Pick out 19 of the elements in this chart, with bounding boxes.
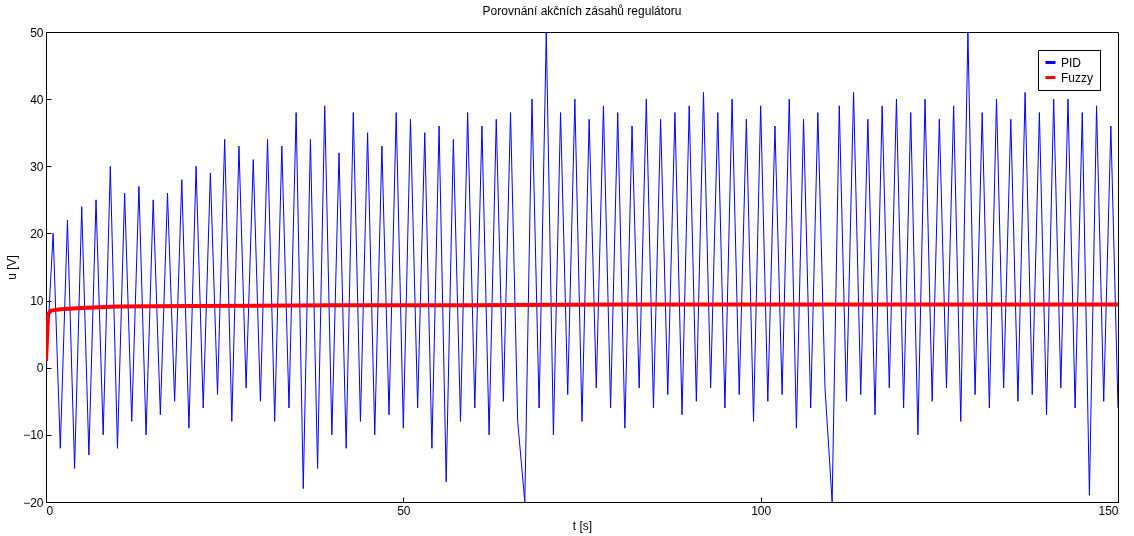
- legend-label: Fuzzy: [1061, 70, 1094, 85]
- y-tick-label: 0: [36, 361, 44, 376]
- legend-label: PID: [1061, 55, 1082, 70]
- x-tick-label: 150: [1098, 503, 1119, 518]
- y-tick-label: −10: [23, 428, 44, 443]
- y-tick-label: 40: [30, 92, 44, 107]
- line-series: [46, 32, 1118, 502]
- x-axis-title: t [s]: [572, 518, 593, 533]
- x-tick-label: 100: [751, 503, 772, 518]
- y-axis-title: u [V]: [5, 255, 20, 280]
- y-tick-label: 30: [30, 159, 44, 174]
- y-tick-label: 50: [30, 25, 44, 40]
- line-series: [46, 302, 1118, 363]
- y-tick-label: 10: [30, 294, 44, 309]
- x-tick-label: 0: [46, 503, 54, 518]
- y-tick-label: −20: [23, 495, 44, 510]
- chart-title: Porovnání akčních zásahů regulátoru: [482, 4, 682, 18]
- x-tick-label: 50: [397, 503, 411, 518]
- y-tick-label: 20: [30, 226, 44, 241]
